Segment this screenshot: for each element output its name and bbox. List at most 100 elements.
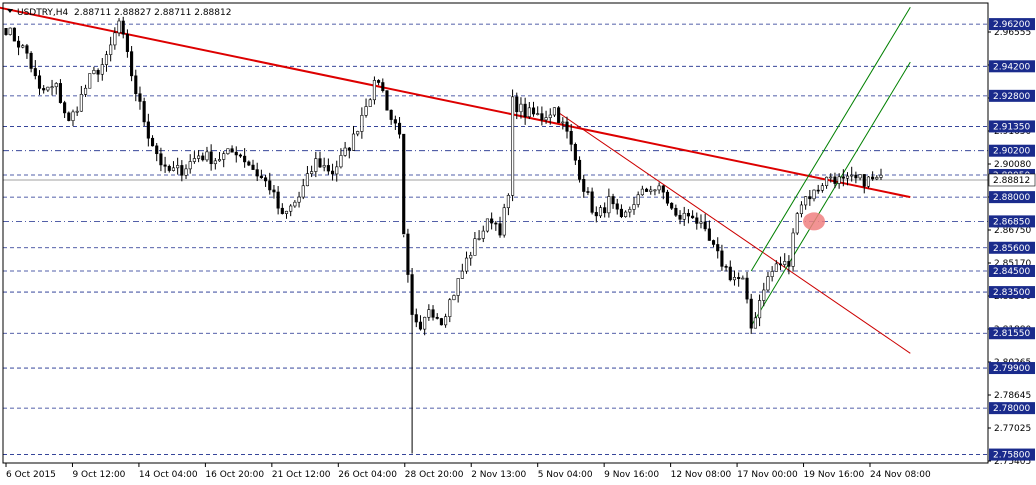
candle-body [565,121,569,132]
chart-menu-chevron-icon[interactable] [7,9,13,13]
candle-body [871,176,875,180]
candle-body [347,147,351,151]
candle-body [749,298,753,329]
candle-body [586,191,590,193]
candle-body [8,27,12,35]
candle-body [439,318,443,326]
level-price-box [989,241,1035,254]
candle-body [188,161,192,170]
candle-body [159,153,163,166]
candle-body [364,106,368,116]
level-price-label: 2.75800 [993,451,1030,461]
candle-body [42,88,46,91]
candle-body [837,176,841,184]
candle-body [427,309,431,318]
candle-body [711,240,716,245]
candle-body [310,171,314,174]
x-tick-label: 21 Oct 12:00 [272,470,331,480]
x-tick-label: 16 Oct 20:00 [205,470,264,480]
candle-body [385,90,389,111]
candle-body [808,196,812,200]
candle-body [464,257,469,272]
candle-body [259,175,263,179]
candle-body [176,165,180,169]
candle-body [247,161,251,166]
ohlc-quote: 2.88711 2.88827 2.88711 2.88812 [74,8,231,18]
candle-body [799,204,804,214]
level-price-label: 2.92800 [993,92,1030,102]
candle-body [795,213,799,234]
candle-body [833,176,837,184]
candle-body [79,94,83,112]
candle-body [209,151,213,165]
candle-body [150,137,155,147]
candle-body [825,176,829,187]
x-tick-label: 5 Nov 04:00 [538,470,593,480]
candle-body [197,155,201,159]
candle-body [540,113,544,121]
level-price-label: 2.84500 [993,267,1030,277]
level-price-label: 2.85600 [993,244,1030,254]
candle-body [368,99,372,107]
candle-body [67,112,71,121]
level-price-box [989,264,1035,277]
candle-body [171,167,176,171]
y-tick-label: 2.96555 [994,28,1031,38]
candle-body [703,221,707,230]
candle-body [238,154,243,157]
candle-body [456,278,460,296]
candle-body [607,196,611,214]
candle-body [494,222,498,225]
candle-body [632,204,636,210]
candle-body [728,266,732,281]
level-price-label: 2.94200 [993,62,1030,72]
candle-body [506,195,510,209]
candle-body [255,169,259,177]
candle-body [448,299,452,317]
x-tick-label: 19 Nov 16:00 [804,470,865,480]
candle-body [544,117,548,121]
candle-body [117,20,121,34]
candle-body [125,33,129,52]
candle-body [339,155,343,168]
candle-body [71,111,75,121]
candle-body [531,107,536,115]
candle-body [707,228,711,241]
level-price-box [989,144,1035,157]
candle-body [460,270,464,279]
candle-body [25,45,29,54]
level-price-label: 2.79900 [993,364,1030,374]
candle-body [615,203,619,210]
candle-body [686,212,690,217]
candle-body [699,221,703,224]
candle-body [330,170,335,175]
candle-body [305,173,309,187]
level-price-label: 2.83500 [993,288,1030,298]
candle-body [360,115,364,132]
candle-body [674,207,678,216]
candle-body [590,191,594,213]
candle-body [653,189,657,192]
candle-body [50,86,54,89]
candle-body [113,32,117,46]
candle-body [548,114,552,118]
candle-body [335,166,339,175]
candle-body [406,233,410,275]
candle-body [205,151,209,161]
candle-body [217,159,222,162]
candle-body [611,196,615,205]
candle-body [423,316,427,330]
candle-body [511,96,515,196]
candle-body [37,75,42,89]
level-price-box [989,215,1035,228]
candle-body [866,176,870,187]
candle-body [222,153,226,160]
level-price-box [989,402,1035,415]
candle-body [54,83,58,88]
candle-body [180,165,184,176]
candle-body [523,103,527,117]
candle-body [879,174,883,178]
x-tick-label: 12 Nov 08:00 [671,470,732,480]
